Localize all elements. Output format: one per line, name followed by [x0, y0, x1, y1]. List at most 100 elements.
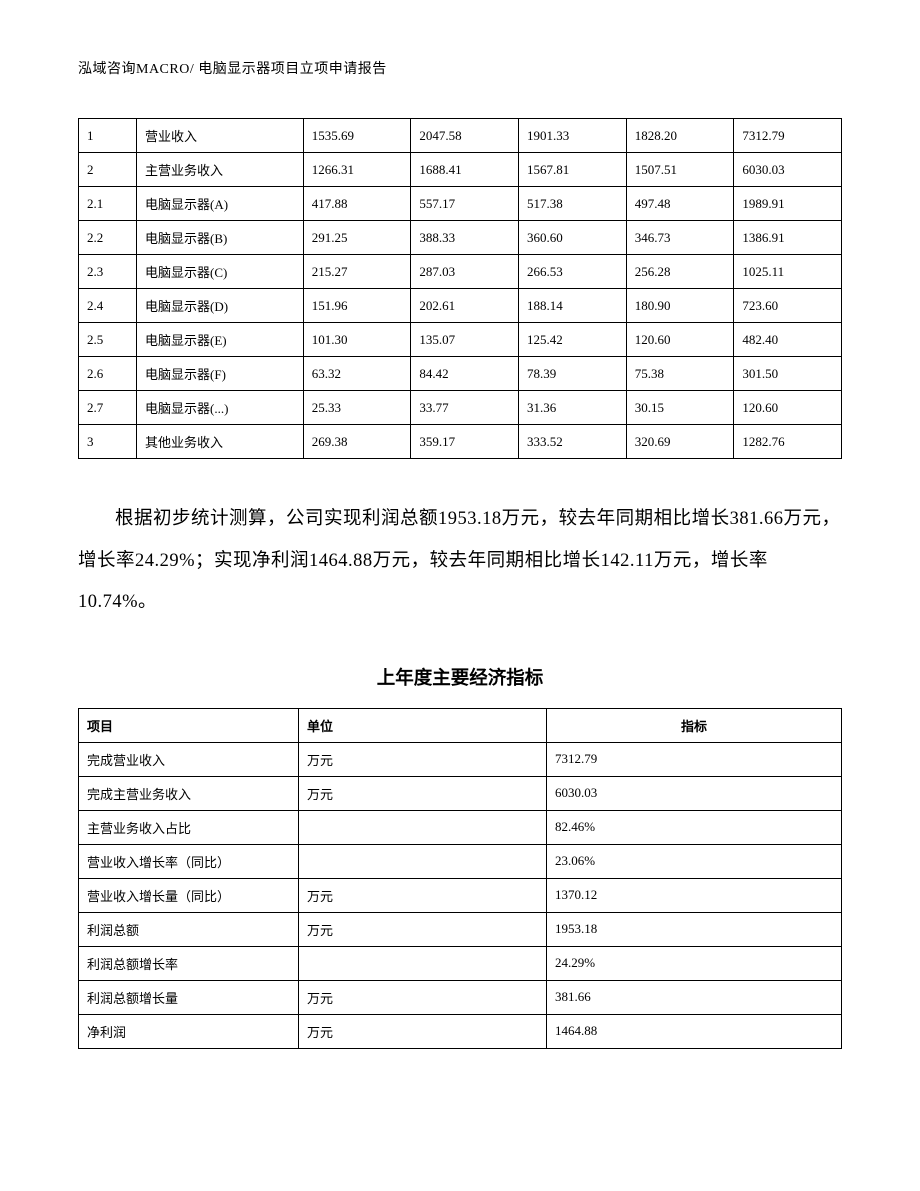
table-row: 2.7电脑显示器(...)25.3333.7731.3630.15120.60	[79, 391, 842, 425]
table-cell: 3	[79, 425, 137, 459]
table-cell: 31.36	[519, 391, 627, 425]
table-cell: 营业收入增长量（同比）	[79, 878, 299, 912]
table-row: 2主营业务收入1266.311688.411567.811507.516030.…	[79, 153, 842, 187]
table-row: 利润总额增长量万元381.66	[79, 980, 842, 1014]
table-cell: 120.60	[626, 323, 734, 357]
table-cell: 388.33	[411, 221, 519, 255]
table-header-cell: 项目	[79, 708, 299, 742]
table-cell: 万元	[299, 878, 547, 912]
table-cell: 净利润	[79, 1014, 299, 1048]
table-cell: 75.38	[626, 357, 734, 391]
table-cell: 电脑显示器(E)	[137, 323, 304, 357]
table-cell: 301.50	[734, 357, 842, 391]
table-row: 利润总额万元1953.18	[79, 912, 842, 946]
table-cell: 利润总额增长量	[79, 980, 299, 1014]
table-cell: 2047.58	[411, 119, 519, 153]
table-cell: 63.32	[303, 357, 411, 391]
table-cell: 346.73	[626, 221, 734, 255]
table-cell: 256.28	[626, 255, 734, 289]
table-cell: 1567.81	[519, 153, 627, 187]
table-row: 2.5电脑显示器(E)101.30135.07125.42120.60482.4…	[79, 323, 842, 357]
table-cell: 2.1	[79, 187, 137, 221]
table-row: 2.6电脑显示器(F)63.3284.4278.3975.38301.50	[79, 357, 842, 391]
table-cell: 120.60	[734, 391, 842, 425]
table-cell	[299, 844, 547, 878]
summary-paragraph: 根据初步统计测算，公司实现利润总额1953.18万元，较去年同期相比增长381.…	[78, 499, 842, 624]
table-cell: 151.96	[303, 289, 411, 323]
table-cell: 1266.31	[303, 153, 411, 187]
table-cell: 33.77	[411, 391, 519, 425]
table-cell: 完成主营业务收入	[79, 776, 299, 810]
table-row: 2.4电脑显示器(D)151.96202.61188.14180.90723.6…	[79, 289, 842, 323]
table-cell: 517.38	[519, 187, 627, 221]
table-cell: 营业收入	[137, 119, 304, 153]
table-cell: 359.17	[411, 425, 519, 459]
revenue-table: 1营业收入1535.692047.581901.331828.207312.79…	[78, 118, 842, 459]
table-cell: 135.07	[411, 323, 519, 357]
table-cell: 78.39	[519, 357, 627, 391]
table-cell: 利润总额	[79, 912, 299, 946]
table-cell: 25.33	[303, 391, 411, 425]
table-cell: 2.3	[79, 255, 137, 289]
table-cell: 269.38	[303, 425, 411, 459]
table-cell: 2.5	[79, 323, 137, 357]
table-cell: 1828.20	[626, 119, 734, 153]
table-cell: 482.40	[734, 323, 842, 357]
table-cell: 557.17	[411, 187, 519, 221]
table-cell: 电脑显示器(D)	[137, 289, 304, 323]
table-cell: 1507.51	[626, 153, 734, 187]
table-row: 主营业务收入占比82.46%	[79, 810, 842, 844]
table-cell: 万元	[299, 980, 547, 1014]
table-cell: 2	[79, 153, 137, 187]
table-cell: 1282.76	[734, 425, 842, 459]
table-row: 净利润万元1464.88	[79, 1014, 842, 1048]
table-cell: 30.15	[626, 391, 734, 425]
table-cell: 利润总额增长率	[79, 946, 299, 980]
table-cell: 7312.79	[547, 742, 842, 776]
table-row: 2.1电脑显示器(A)417.88557.17517.38497.481989.…	[79, 187, 842, 221]
table-row: 完成主营业务收入万元6030.03	[79, 776, 842, 810]
table-cell: 180.90	[626, 289, 734, 323]
revenue-table-body: 1营业收入1535.692047.581901.331828.207312.79…	[79, 119, 842, 459]
table-cell: 6030.03	[734, 153, 842, 187]
table-row: 完成营业收入万元7312.79	[79, 742, 842, 776]
table-cell: 营业收入增长率（同比）	[79, 844, 299, 878]
table-row: 1营业收入1535.692047.581901.331828.207312.79	[79, 119, 842, 153]
table-cell: 215.27	[303, 255, 411, 289]
table-header-cell: 指标	[547, 708, 842, 742]
table-cell: 万元	[299, 1014, 547, 1048]
table-cell: 6030.03	[547, 776, 842, 810]
table-cell: 电脑显示器(F)	[137, 357, 304, 391]
table-cell: 381.66	[547, 980, 842, 1014]
table-cell: 其他业务收入	[137, 425, 304, 459]
table-row: 营业收入增长量（同比）万元1370.12	[79, 878, 842, 912]
table-cell: 723.60	[734, 289, 842, 323]
table-cell: 电脑显示器(A)	[137, 187, 304, 221]
table-cell: 1901.33	[519, 119, 627, 153]
table-cell: 82.46%	[547, 810, 842, 844]
table-cell: 电脑显示器(C)	[137, 255, 304, 289]
table-cell: 2.2	[79, 221, 137, 255]
table-cell: 84.42	[411, 357, 519, 391]
table-cell: 202.61	[411, 289, 519, 323]
table-cell: 完成营业收入	[79, 742, 299, 776]
table-cell: 2.7	[79, 391, 137, 425]
table-cell: 1386.91	[734, 221, 842, 255]
table-row: 2.2电脑显示器(B)291.25388.33360.60346.731386.…	[79, 221, 842, 255]
table-cell: 1370.12	[547, 878, 842, 912]
table-cell: 2.6	[79, 357, 137, 391]
table-cell: 24.29%	[547, 946, 842, 980]
indicators-table-body: 项目单位指标完成营业收入万元7312.79完成主营业务收入万元6030.03主营…	[79, 708, 842, 1048]
table-cell: 1025.11	[734, 255, 842, 289]
table-cell: 万元	[299, 912, 547, 946]
table-cell: 360.60	[519, 221, 627, 255]
table-row: 营业收入增长率（同比）23.06%	[79, 844, 842, 878]
table-cell: 1	[79, 119, 137, 153]
section-title: 上年度主要经济指标	[78, 664, 842, 690]
table-cell: 287.03	[411, 255, 519, 289]
table-cell	[299, 810, 547, 844]
table-cell: 1953.18	[547, 912, 842, 946]
table-cell	[299, 946, 547, 980]
table-cell: 1464.88	[547, 1014, 842, 1048]
table-cell: 万元	[299, 776, 547, 810]
